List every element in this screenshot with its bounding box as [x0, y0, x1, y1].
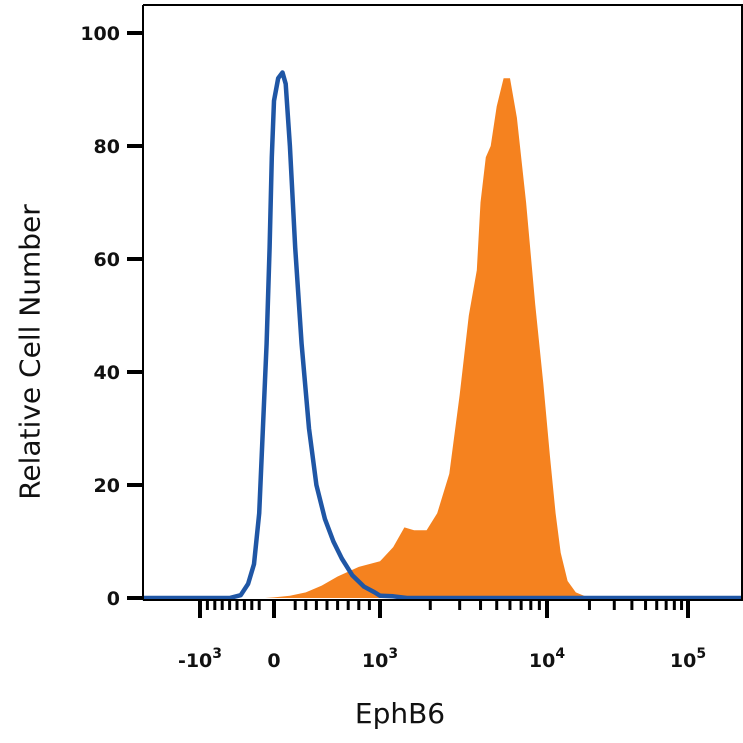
x-axis-title: EphB6 — [354, 697, 446, 730]
y-tick-label: 80 — [94, 136, 120, 158]
y-tick-label: 0 — [107, 588, 120, 610]
x-tick-label: 103 — [362, 646, 398, 672]
y-tick-label: 40 — [94, 362, 120, 384]
y-axis-title-container: Relative Cell Number — [0, 0, 60, 743]
histogram-filled-series — [265, 78, 615, 598]
x-tick-label: -103 — [178, 646, 222, 672]
x-tick-label: 105 — [670, 646, 706, 672]
histogram-outline-series — [140, 70, 743, 601]
y-tick-label: 20 — [94, 475, 120, 497]
y-tick-label: 60 — [94, 249, 120, 271]
ticks-layer: 0 20 40 60 80 100 -103 0 103 104 105 — [80, 23, 706, 672]
y-tick-label: 100 — [80, 23, 120, 45]
y-axis-title: Relative Cell Number — [13, 204, 47, 500]
series-layer — [140, 70, 743, 601]
x-tick-label: 104 — [529, 646, 565, 672]
x-tick-label: 0 — [267, 650, 280, 672]
